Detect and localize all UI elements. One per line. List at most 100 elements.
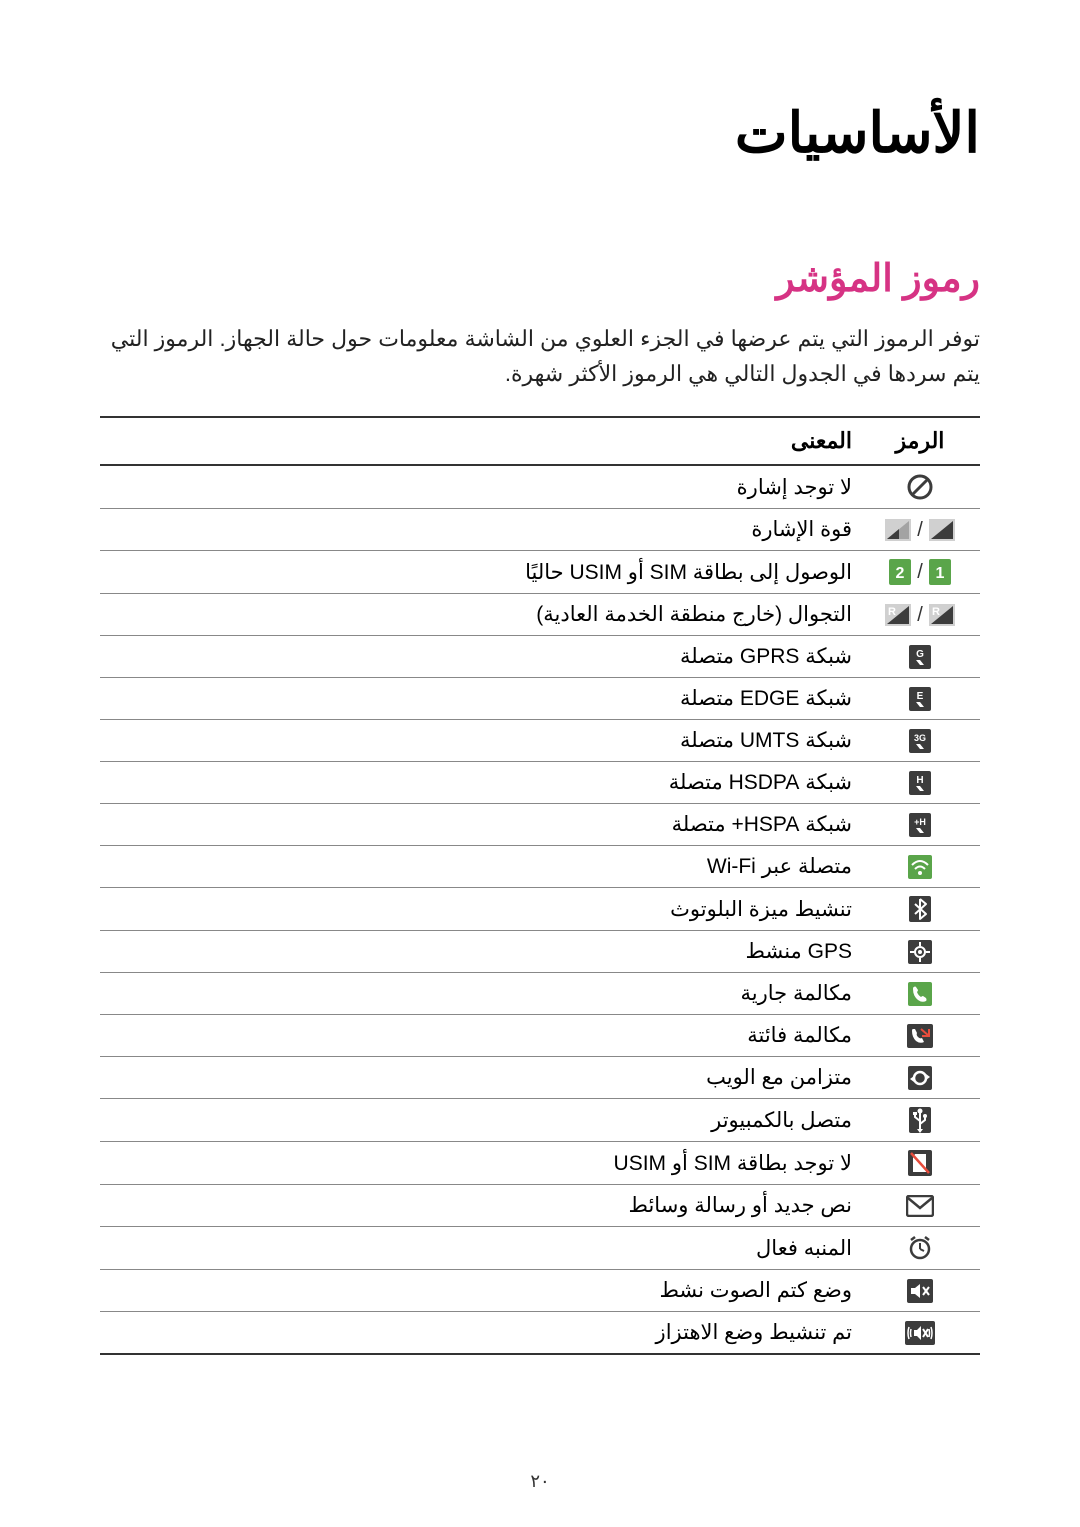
meaning-cell: شبكة GPRS متصلة xyxy=(100,636,860,678)
meaning-cell: الوصول إلى بطاقة SIM أو USIM حاليًا xyxy=(100,551,860,594)
usb-icon xyxy=(909,1107,931,1133)
page-number: ٢٠ xyxy=(0,1471,1080,1492)
table-row: 1/2الوصول إلى بطاقة SIM أو USIM حاليًا xyxy=(100,551,980,594)
svg-text:E: E xyxy=(917,691,924,702)
meaning-cell: متزامن مع الويب xyxy=(100,1057,860,1099)
svg-text:H+: H+ xyxy=(914,817,926,827)
meaning-cell: نص جديد أو رسالة وسائط xyxy=(100,1185,860,1227)
meaning-cell: قوة الإشارة xyxy=(100,509,860,551)
meaning-cell: GPS منشط xyxy=(100,931,860,973)
svg-text:G: G xyxy=(916,649,924,660)
table-row: وضع كتم الصوت نشط xyxy=(100,1270,980,1312)
meaning-cell: متصل بالكمبيوتر xyxy=(100,1099,860,1142)
edge-icon: E xyxy=(909,687,931,711)
call-active-icon xyxy=(908,982,932,1006)
no-sim-icon-cell xyxy=(860,1142,980,1185)
umts-icon: 3G xyxy=(909,729,931,753)
sync-icon-cell xyxy=(860,1057,980,1099)
mute-icon xyxy=(907,1279,933,1303)
signal-full-icon xyxy=(929,519,955,541)
hspa-plus-icon: H+ xyxy=(909,813,931,837)
svg-text:R: R xyxy=(932,606,940,618)
table-row: مكالمة فائتة xyxy=(100,1015,980,1057)
svg-text:2: 2 xyxy=(896,565,905,582)
svg-text:1: 1 xyxy=(935,565,944,582)
table-row: /قوة الإشارة xyxy=(100,509,980,551)
meaning-cell: تم تنشيط وضع الاهتزاز xyxy=(100,1312,860,1355)
vibrate-icon xyxy=(905,1321,935,1345)
roaming1-icon: R xyxy=(929,604,955,626)
call-active-icon-cell xyxy=(860,973,980,1015)
no-sim-icon xyxy=(908,1150,932,1176)
svg-text:R: R xyxy=(888,606,896,618)
table-row: المنبه فعال xyxy=(100,1227,980,1270)
wifi-icon-cell xyxy=(860,846,980,888)
meaning-cell: مكالمة فائتة xyxy=(100,1015,860,1057)
bluetooth-icon-cell xyxy=(860,888,980,931)
meaning-cell: مكالمة جارية xyxy=(100,973,860,1015)
table-row: GPS منشط xyxy=(100,931,980,973)
meaning-cell: متصلة عبر Wi-Fi xyxy=(100,846,860,888)
table-row: متصل بالكمبيوتر xyxy=(100,1099,980,1142)
gprs-icon-cell: G xyxy=(860,636,980,678)
meaning-cell: لا توجد بطاقة SIM أو USIM xyxy=(100,1142,860,1185)
table-row: G شبكة GPRS متصلة xyxy=(100,636,980,678)
alarm-icon-cell xyxy=(860,1227,980,1270)
missed-call-icon-cell xyxy=(860,1015,980,1057)
meaning-cell: وضع كتم الصوت نشط xyxy=(100,1270,860,1312)
table-row: مكالمة جارية xyxy=(100,973,980,1015)
no-signal-icon-cell xyxy=(860,465,980,509)
roaming2-icon: R xyxy=(885,604,911,626)
meaning-cell: شبكة HSPA+ متصلة xyxy=(100,804,860,846)
new-message-icon xyxy=(906,1195,934,1217)
table-row: لا توجد إشارة xyxy=(100,465,980,509)
meaning-cell: شبكة HSDPA متصلة xyxy=(100,762,860,804)
table-row: H شبكة HSDPA متصلة xyxy=(100,762,980,804)
table-row: نص جديد أو رسالة وسائط xyxy=(100,1185,980,1227)
sim-access-icon-cell: 1/2 xyxy=(860,551,980,594)
header-icon: الرمز xyxy=(860,417,980,465)
signal-partial-icon xyxy=(885,519,911,541)
roaming-icon-cell: R/R xyxy=(860,594,980,636)
usb-icon-cell xyxy=(860,1099,980,1142)
gps-icon xyxy=(908,940,932,964)
hspa-plus-icon-cell: H+ xyxy=(860,804,980,846)
hsdpa-icon-cell: H xyxy=(860,762,980,804)
meaning-cell: لا توجد إشارة xyxy=(100,465,860,509)
edge-icon-cell: E xyxy=(860,678,980,720)
svg-text:H: H xyxy=(916,775,923,786)
no-signal-icon xyxy=(907,474,933,500)
sync-icon xyxy=(908,1066,932,1090)
meaning-cell: شبكة EDGE متصلة xyxy=(100,678,860,720)
sim2-icon: 2 xyxy=(889,559,911,585)
indicator-icons-table: الرمز المعنى لا توجد إشارة/قوة الإشارة1/… xyxy=(100,416,980,1355)
meaning-cell: تنشيط ميزة البلوتوث xyxy=(100,888,860,931)
table-row: متزامن مع الويب xyxy=(100,1057,980,1099)
missed-call-icon xyxy=(907,1024,933,1048)
table-row: تم تنشيط وضع الاهتزاز xyxy=(100,1312,980,1355)
umts-icon-cell: 3G xyxy=(860,720,980,762)
svg-text:3G: 3G xyxy=(914,733,926,743)
sim1-icon: 1 xyxy=(929,559,951,585)
signal-strength-icon-cell: / xyxy=(860,509,980,551)
section-heading: رموز المؤشر xyxy=(100,256,980,301)
vibrate-icon-cell xyxy=(860,1312,980,1355)
table-row: لا توجد بطاقة SIM أو USIM xyxy=(100,1142,980,1185)
page-title: الأساسيات xyxy=(100,100,980,166)
mute-icon-cell xyxy=(860,1270,980,1312)
table-row: متصلة عبر Wi-Fi xyxy=(100,846,980,888)
bluetooth-icon xyxy=(909,896,931,922)
meaning-cell: المنبه فعال xyxy=(100,1227,860,1270)
new-message-icon-cell xyxy=(860,1185,980,1227)
meaning-cell: شبكة UMTS متصلة xyxy=(100,720,860,762)
gprs-icon: G xyxy=(909,645,931,669)
wifi-icon xyxy=(908,855,932,879)
header-meaning: المعنى xyxy=(100,417,860,465)
table-row: تنشيط ميزة البلوتوث xyxy=(100,888,980,931)
table-row: H+ شبكة HSPA+ متصلة xyxy=(100,804,980,846)
gps-icon-cell xyxy=(860,931,980,973)
table-row: E شبكة EDGE متصلة xyxy=(100,678,980,720)
table-row: 3G شبكة UMTS متصلة xyxy=(100,720,980,762)
table-header-row: الرمز المعنى xyxy=(100,417,980,465)
meaning-cell: التجوال (خارج منطقة الخدمة العادية) xyxy=(100,594,860,636)
